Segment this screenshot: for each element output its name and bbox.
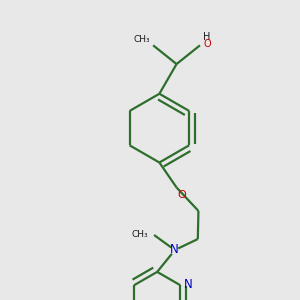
Text: N: N [184,278,193,291]
Text: CH₃: CH₃ [132,230,148,238]
Text: O: O [203,39,211,49]
Text: H: H [203,32,211,43]
Text: N: N [170,243,179,256]
Text: O: O [178,190,186,200]
Text: CH₃: CH₃ [134,35,150,44]
